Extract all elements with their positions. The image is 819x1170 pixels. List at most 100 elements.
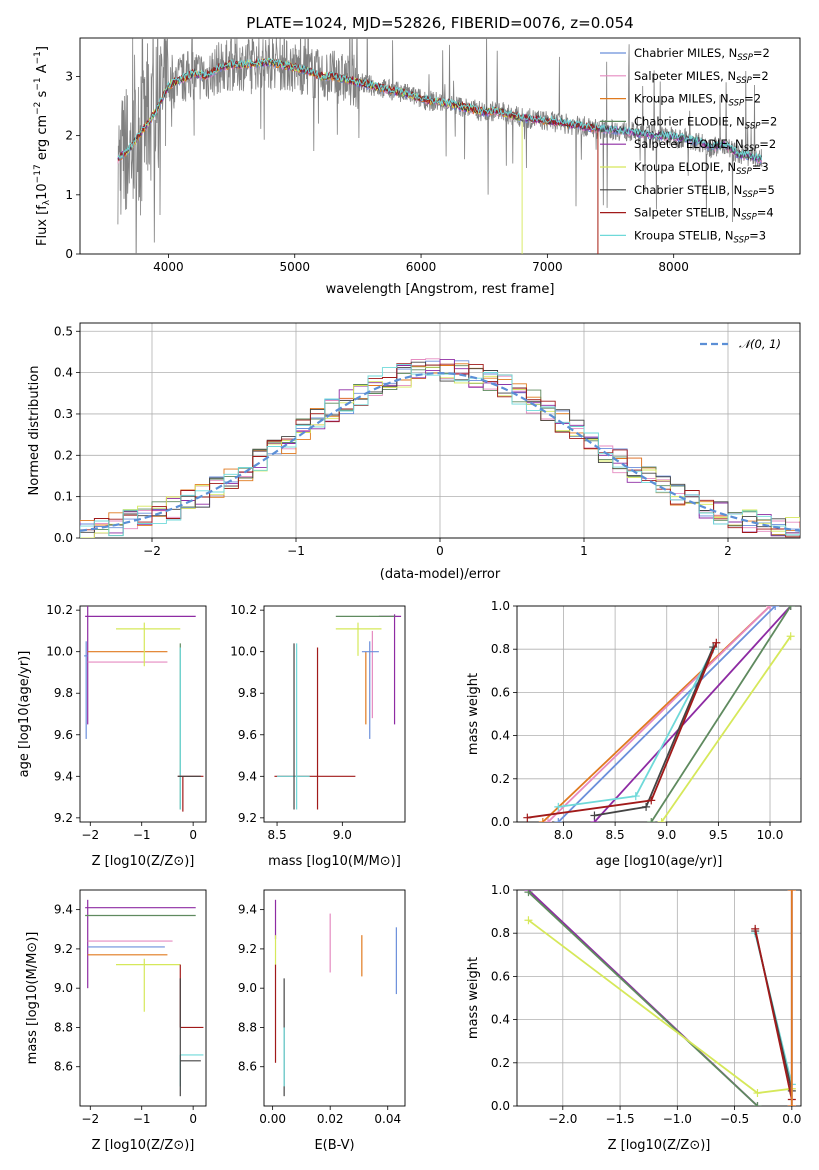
weight-marker (590, 811, 599, 820)
legend-tail: =2 (760, 114, 777, 128)
x-axis-label: E(B-V) (314, 1138, 354, 1153)
weight-marker (712, 638, 721, 647)
weight-line (558, 648, 714, 808)
residual-histograms (80, 358, 800, 538)
y-tick-label: 9.0 (238, 981, 257, 995)
y-tick-label: 8.8 (238, 1020, 257, 1034)
legend-entry: Chabrier MILES, NSSP=2 (634, 46, 770, 63)
y-tick-label: 9.2 (238, 811, 257, 825)
y-tick-label: 0.6 (491, 969, 510, 983)
x-tick-label: 0.00 (259, 1112, 286, 1126)
weight-marker (786, 632, 795, 641)
weight-marker (538, 818, 547, 822)
weight-marker (523, 813, 532, 822)
y-tick-label: 0.8 (491, 926, 510, 940)
x-tick-label: 0 (189, 1112, 197, 1126)
y-tick-label: 1.0 (491, 599, 510, 613)
legend-sub: SSP (744, 144, 760, 154)
weight-marker (787, 1102, 796, 1106)
spectrum-plot (117, 38, 763, 254)
lines-weight-vs-age (523, 606, 795, 822)
weight-line (527, 919, 792, 1094)
y-tick-label: 9.4 (238, 769, 257, 783)
x-tick-label: 4000 (153, 260, 184, 274)
y-tick-label: 10.2 (46, 603, 73, 617)
legend-label: Salpeter MILES, N (634, 69, 736, 83)
weight-marker (766, 606, 775, 610)
x-axis-label: age [log10(age/yr)] (596, 854, 723, 869)
x-axis-label: mass [log10(M/M⊙)] (268, 854, 401, 869)
x-tick-label: −1 (133, 828, 151, 842)
axes-age-vs-mass: 8.5 9.0 9.2 9.4 9.6 9.8 10.0 10.2 (230, 603, 406, 842)
y-tick-label: 0.0 (491, 1099, 510, 1113)
errorbars-age-vs-mass (274, 614, 402, 810)
y-tick-label: 9.4 (238, 903, 257, 917)
y-tick-label: 9.6 (238, 728, 257, 742)
x-tick-label: 9.0 (657, 828, 676, 842)
legend-label: Chabrier STELIB, N (634, 183, 742, 197)
x-tick-label: −2 (81, 828, 99, 842)
y-tick-label: 9.0 (54, 981, 73, 995)
axes-mass-vs-ebv: 0.00 0.02 0.04 8.6 8.8 9.0 9.2 9.4 (238, 889, 406, 1126)
x-tick-label: −0.5 (720, 1112, 749, 1126)
x-axis-label: wavelength [Angstrom, rest frame] (326, 282, 555, 297)
x-tick-label: 1 (580, 544, 588, 558)
axes-spectrum: 4000 5000 6000 7000 8000 0 1 2 3 (65, 37, 801, 274)
weight-marker (787, 890, 796, 894)
x-tick-label: 8.5 (606, 828, 625, 842)
x-tick-label: 5000 (279, 260, 310, 274)
y-tick-label: 0 (65, 247, 73, 261)
y-tick-label: 8.6 (238, 1060, 257, 1074)
weight-line (547, 606, 771, 822)
x-tick-label: 0 (189, 828, 197, 842)
y-tick-label: 0.2 (491, 1056, 510, 1070)
weight-line (527, 891, 759, 1106)
errorbars-mass-vs-ebv (274, 899, 397, 1097)
y-tick-label: 9.2 (54, 942, 73, 956)
legend-entry: Kroupa ELODIE, NSSP=3 (634, 160, 769, 177)
plot-frame (79, 37, 801, 255)
y-tick-label: 8.6 (54, 1060, 73, 1074)
x-tick-label: −1.0 (663, 1112, 692, 1126)
legend-sub: SSP (734, 235, 750, 245)
weight-marker (554, 818, 563, 822)
weight-line (593, 606, 792, 822)
weight-marker (751, 924, 760, 933)
y-tick-label: 9.2 (238, 942, 257, 956)
y-tick-label: 8.8 (54, 1020, 73, 1034)
legend-sub: SSP (742, 190, 758, 200)
x-tick-label: 9.0 (333, 828, 352, 842)
y-tick-label: 10.2 (230, 603, 257, 617)
y-tick-label: 10.0 (46, 645, 73, 659)
weight-marker (753, 1089, 762, 1098)
legend-entry: 𝒩(0, 1) (739, 337, 781, 351)
x-tick-label: −1.5 (605, 1112, 634, 1126)
plot-frame (263, 889, 406, 1107)
y-tick-label: 0.0 (491, 815, 510, 829)
legend-entry: Chabrier STELIB, NSSP=5 (634, 183, 775, 200)
x-tick-label: 6000 (406, 260, 437, 274)
y-tick-label: 0.4 (491, 729, 510, 743)
normal-curve (80, 371, 800, 532)
y-tick-label: 0.8 (491, 642, 510, 656)
legend-entry: Chabrier ELODIE, NSSP=2 (634, 114, 777, 131)
x-tick-label: −2.0 (548, 1112, 577, 1126)
y-tick-label: 0.6 (491, 685, 510, 699)
x-tick-label: 0.0 (782, 1112, 801, 1126)
legend-label: Kroupa ELODIE, N (634, 160, 736, 174)
y-tick-label: 9.8 (238, 686, 257, 700)
weight-marker (771, 606, 780, 610)
weight-marker (753, 1102, 762, 1106)
legend-tail: =2 (752, 69, 769, 83)
weight-line (650, 606, 792, 822)
plot-frame (79, 889, 207, 1107)
axes-residuals: −2 −1 0 1 2 0.0 0.1 0.2 0.3 0.4 0.5 (54, 322, 801, 558)
x-tick-label: 0.02 (317, 1112, 344, 1126)
legend-label: Salpeter ELODIE, N (634, 137, 744, 151)
weight-line (594, 646, 715, 817)
x-axis-label: Z [log10(Z/Z⊙)] (92, 854, 195, 869)
x-tick-label: 10.0 (757, 828, 784, 842)
legend-label: Kroupa MILES, N (634, 92, 729, 106)
weight-marker (647, 796, 656, 805)
